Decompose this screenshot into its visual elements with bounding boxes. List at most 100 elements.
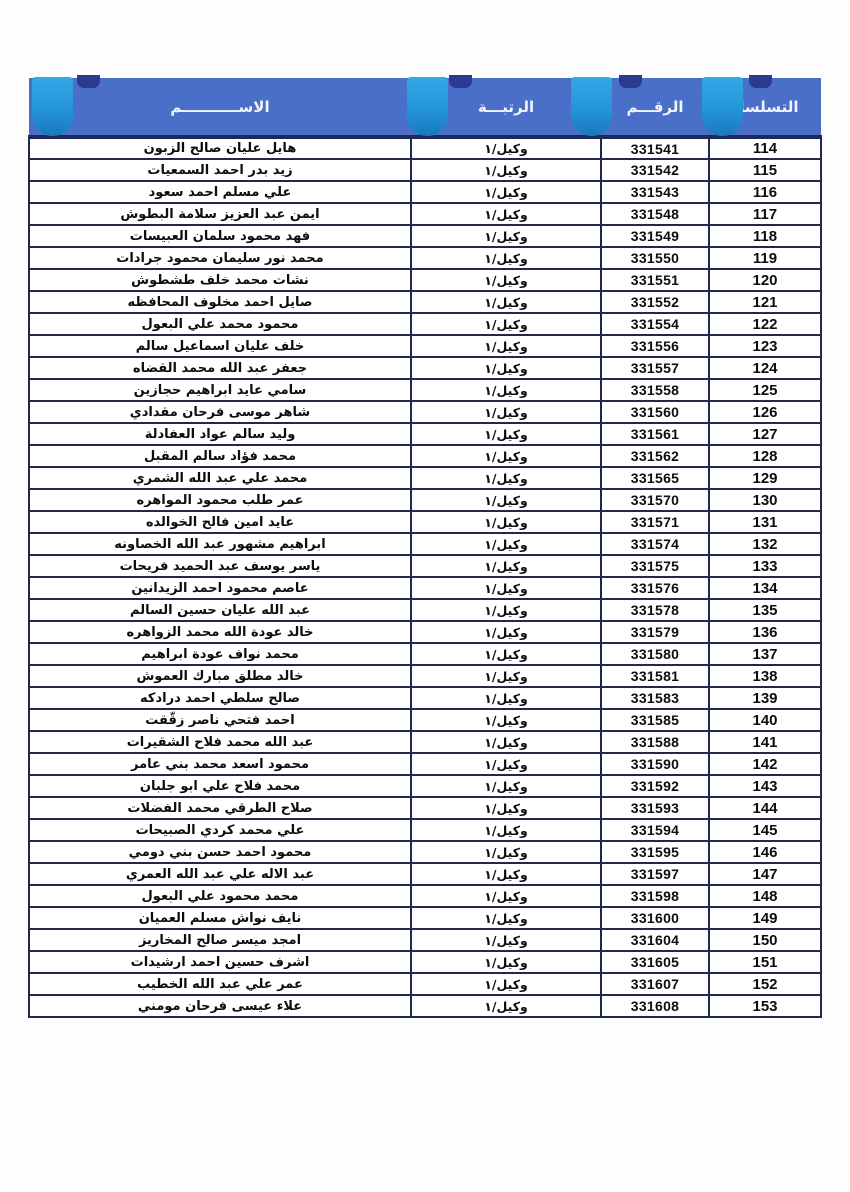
name-cell: جعفر عبد الله محمد القضاه bbox=[28, 356, 412, 380]
serial-cell: 142 bbox=[708, 752, 822, 776]
serial-cell: 123 bbox=[708, 334, 822, 358]
serial-cell: 148 bbox=[708, 884, 822, 908]
rank-cell: وكيل/١ bbox=[410, 158, 602, 182]
serial-cell: 135 bbox=[708, 598, 822, 622]
rank-cell: وكيل/١ bbox=[410, 620, 602, 644]
rank-cell: وكيل/١ bbox=[410, 488, 602, 512]
table-row: 128 331562 وكيل/١ محمد فؤاد سالم المقبل bbox=[28, 444, 822, 468]
rank-cell: وكيل/١ bbox=[410, 994, 602, 1018]
rank-cell: وكيل/١ bbox=[410, 532, 602, 556]
name-cell: هايل عليان صالح الزبون bbox=[28, 136, 412, 160]
serial-cell: 115 bbox=[708, 158, 822, 182]
number-cell: 331598 bbox=[600, 884, 710, 908]
number-cell: 331585 bbox=[600, 708, 710, 732]
serial-cell: 151 bbox=[708, 950, 822, 974]
table-row: 153 331608 وكيل/١ علاء عيسى فرحان مومني bbox=[28, 994, 822, 1018]
serial-cell: 144 bbox=[708, 796, 822, 820]
table-row: 123 331556 وكيل/١ خلف عليان اسماعيل سالم bbox=[28, 334, 822, 358]
number-cell: 331554 bbox=[600, 312, 710, 336]
table-row: 124 331557 وكيل/١ جعفر عبد الله محمد القضاه bbox=[28, 356, 822, 380]
serial-cell: 125 bbox=[708, 378, 822, 402]
header-number: الرقـــم bbox=[601, 78, 709, 139]
header-rank: الرتبـــة bbox=[411, 78, 601, 139]
header-serial: التسلسل bbox=[709, 78, 821, 139]
serial-cell: 153 bbox=[708, 994, 822, 1018]
table-row: 150 331604 وكيل/١ امجد ميسر صالح المخاريز bbox=[28, 928, 822, 952]
serial-cell: 120 bbox=[708, 268, 822, 292]
number-cell: 331562 bbox=[600, 444, 710, 468]
name-cell: ايمن عبد العزيز سلامة البطوش bbox=[28, 202, 412, 226]
name-cell: محمود محمد علي البعول bbox=[28, 312, 412, 336]
table-row: 116 331543 وكيل/١ علي مسلم احمد سعود bbox=[28, 180, 822, 204]
name-cell: محمد فؤاد سالم المقبل bbox=[28, 444, 412, 468]
table-row: 142 331590 وكيل/١ محمود اسعد محمد بني عامر bbox=[28, 752, 822, 776]
serial-cell: 152 bbox=[708, 972, 822, 996]
serial-cell: 134 bbox=[708, 576, 822, 600]
rank-cell: وكيل/١ bbox=[410, 268, 602, 292]
serial-cell: 127 bbox=[708, 422, 822, 446]
table-row: 135 331578 وكيل/١ عبد الله عليان حسين السال… bbox=[28, 598, 822, 622]
number-cell: 331608 bbox=[600, 994, 710, 1018]
rank-cell: وكيل/١ bbox=[410, 972, 602, 996]
rank-cell: وكيل/١ bbox=[410, 400, 602, 424]
rank-cell: وكيل/١ bbox=[410, 840, 602, 864]
rank-cell: وكيل/١ bbox=[410, 422, 602, 446]
serial-cell: 128 bbox=[708, 444, 822, 468]
number-cell: 331579 bbox=[600, 620, 710, 644]
number-cell: 331557 bbox=[600, 356, 710, 380]
rank-cell: وكيل/١ bbox=[410, 180, 602, 204]
rank-cell: وكيل/١ bbox=[410, 906, 602, 930]
number-cell: 331548 bbox=[600, 202, 710, 226]
name-cell: امجد ميسر صالح المخاريز bbox=[28, 928, 412, 952]
number-cell: 331578 bbox=[600, 598, 710, 622]
name-cell: محمود احمد حسن بني دومي bbox=[28, 840, 412, 864]
rank-cell: وكيل/١ bbox=[410, 444, 602, 468]
serial-cell: 117 bbox=[708, 202, 822, 226]
table-row: 117 331548 وكيل/١ ايمن عبد العزيز سلامة الب… bbox=[28, 202, 822, 226]
number-cell: 331570 bbox=[600, 488, 710, 512]
rank-cell: وكيل/١ bbox=[410, 356, 602, 380]
number-cell: 331575 bbox=[600, 554, 710, 578]
name-cell: نشات محمد خلف طشطوش bbox=[28, 268, 412, 292]
number-cell: 331576 bbox=[600, 576, 710, 600]
serial-cell: 136 bbox=[708, 620, 822, 644]
rank-cell: وكيل/١ bbox=[410, 466, 602, 490]
serial-cell: 126 bbox=[708, 400, 822, 424]
serial-cell: 118 bbox=[708, 224, 822, 248]
number-cell: 331541 bbox=[600, 136, 710, 160]
serial-cell: 150 bbox=[708, 928, 822, 952]
rank-cell: وكيل/١ bbox=[410, 774, 602, 798]
table-row: 146 331595 وكيل/١ محمود احمد حسن بني دومي bbox=[28, 840, 822, 864]
number-cell: 331581 bbox=[600, 664, 710, 688]
number-cell: 331558 bbox=[600, 378, 710, 402]
rank-cell: وكيل/١ bbox=[410, 246, 602, 270]
serial-cell: 140 bbox=[708, 708, 822, 732]
table-body: 114 331541 وكيل/١ هايل عليان صالح الزبون 115… bbox=[28, 136, 822, 1018]
serial-cell: 129 bbox=[708, 466, 822, 490]
table-row: 129 331565 وكيل/١ محمد علي عبد الله الشمري bbox=[28, 466, 822, 490]
table-row: 138 331581 وكيل/١ خالد مطلق مبارك العموش bbox=[28, 664, 822, 688]
name-cell: علي مسلم احمد سعود bbox=[28, 180, 412, 204]
number-cell: 331597 bbox=[600, 862, 710, 886]
number-cell: 331600 bbox=[600, 906, 710, 930]
number-cell: 331607 bbox=[600, 972, 710, 996]
rank-cell: وكيل/١ bbox=[410, 224, 602, 248]
name-cell: وليد سالم عواد العفادلة bbox=[28, 422, 412, 446]
rank-cell: وكيل/١ bbox=[410, 334, 602, 358]
table-row: 121 331552 وكيل/١ صايل احمد مخلوف المحافظه bbox=[28, 290, 822, 314]
table-row: 125 331558 وكيل/١ سامي عايد ابراهيم حجازين bbox=[28, 378, 822, 402]
serial-cell: 131 bbox=[708, 510, 822, 534]
number-cell: 331594 bbox=[600, 818, 710, 842]
name-cell: عاصم محمود احمد الزيدانين bbox=[28, 576, 412, 600]
name-cell: محمد علي عبد الله الشمري bbox=[28, 466, 412, 490]
serial-cell: 119 bbox=[708, 246, 822, 270]
number-cell: 331592 bbox=[600, 774, 710, 798]
number-cell: 331604 bbox=[600, 928, 710, 952]
staff-table: التسلسل الرقـــم الرتبـــة الاســـــــــ… bbox=[28, 78, 822, 1018]
name-cell: خالد عودة الله محمد الزواهره bbox=[28, 620, 412, 644]
table-row: 147 331597 وكيل/١ عبد الاله علي عبد الله ال… bbox=[28, 862, 822, 886]
number-cell: 331583 bbox=[600, 686, 710, 710]
rank-cell: وكيل/١ bbox=[410, 752, 602, 776]
number-cell: 331543 bbox=[600, 180, 710, 204]
name-cell: عمر طلب محمود المواهره bbox=[28, 488, 412, 512]
